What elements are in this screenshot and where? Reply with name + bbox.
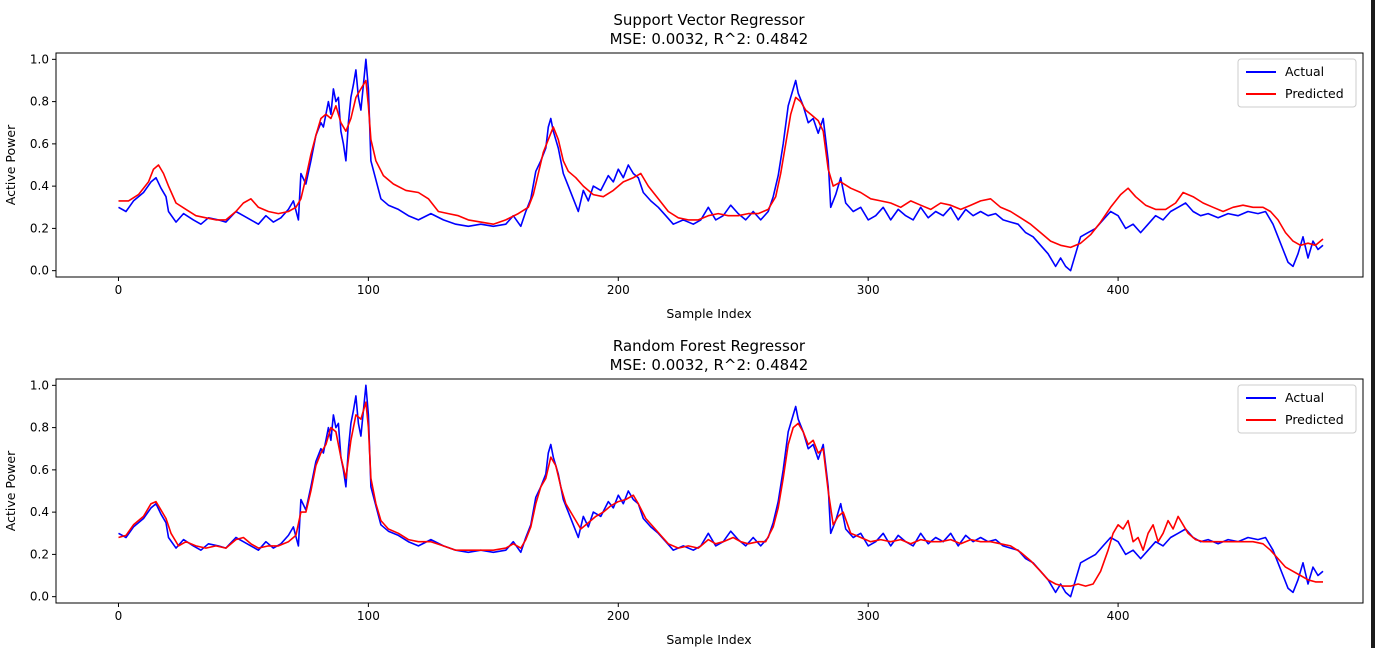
scrollbar[interactable] [1371,0,1375,648]
series-line-predicted [118,401,1323,587]
chart-2-x-ticks: 0 100 200 300 400 [115,603,1130,623]
series-line-actual [118,58,1324,272]
chart-1-x-label: Sample Index [666,306,751,321]
y-tick-label: 0.0 [30,264,49,278]
chart-2-legend-label-actual: Actual [1285,390,1324,405]
chart-2-legend: Actual Predicted [1237,384,1357,434]
x-tick-label: 300 [857,609,880,623]
chart-2-x-label: Sample Index [666,632,751,647]
y-tick-label: 0.0 [30,590,49,604]
series-line-actual [118,384,1324,598]
chart-1-axes-frame [55,52,1364,278]
y-tick-label: 0.8 [30,95,49,109]
x-tick-label: 300 [857,283,880,297]
x-tick-label: 200 [607,609,630,623]
chart-2-legend-label-predicted: Predicted [1285,412,1344,427]
chart-1-subtitle: MSE: 0.0032, R^2: 0.4842 [610,30,809,48]
x-tick-label: 0 [115,609,123,623]
chart-2-title: Random Forest Regressor [613,337,806,355]
y-tick-label: 0.8 [30,421,49,435]
x-tick-label: 100 [357,609,380,623]
chart-2: Random Forest Regressor MSE: 0.0032, R^2… [3,337,1364,647]
chart-1: Support Vector Regressor MSE: 0.0032, R^… [3,11,1364,321]
chart-2-y-label: Active Power [3,450,18,531]
x-tick-label: 200 [607,283,630,297]
x-tick-label: 400 [1107,609,1130,623]
y-tick-label: 1.0 [30,378,49,392]
y-tick-label: 0.6 [30,463,49,477]
x-tick-label: 400 [1107,283,1130,297]
y-tick-label: 1.0 [30,52,49,66]
y-tick-label: 0.2 [30,221,49,235]
x-tick-label: 100 [357,283,380,297]
x-tick-label: 0 [115,283,123,297]
y-tick-label: 0.4 [30,505,49,519]
chart-2-y-ticks: 0.0 0.2 0.4 0.6 0.8 1.0 [30,378,56,604]
chart-2-axes-frame [55,378,1364,604]
y-tick-label: 0.4 [30,179,49,193]
chart-1-x-ticks: 0 100 200 300 400 [115,277,1130,297]
chart-2-subtitle: MSE: 0.0032, R^2: 0.4842 [610,356,809,374]
chart-1-legend: Actual Predicted [1237,58,1357,108]
chart-2-series-layer [118,384,1324,598]
chart-1-y-ticks: 0.0 0.2 0.4 0.6 0.8 1.0 [30,52,56,278]
chart-1-title: Support Vector Regressor [613,11,805,29]
chart-1-legend-label-actual: Actual [1285,64,1324,79]
y-tick-label: 0.6 [30,137,49,151]
y-tick-label: 0.2 [30,547,49,561]
series-line-predicted [118,79,1324,249]
chart-1-legend-label-predicted: Predicted [1285,86,1344,101]
chart-1-y-label: Active Power [3,124,18,205]
chart-1-series-layer [118,58,1324,272]
